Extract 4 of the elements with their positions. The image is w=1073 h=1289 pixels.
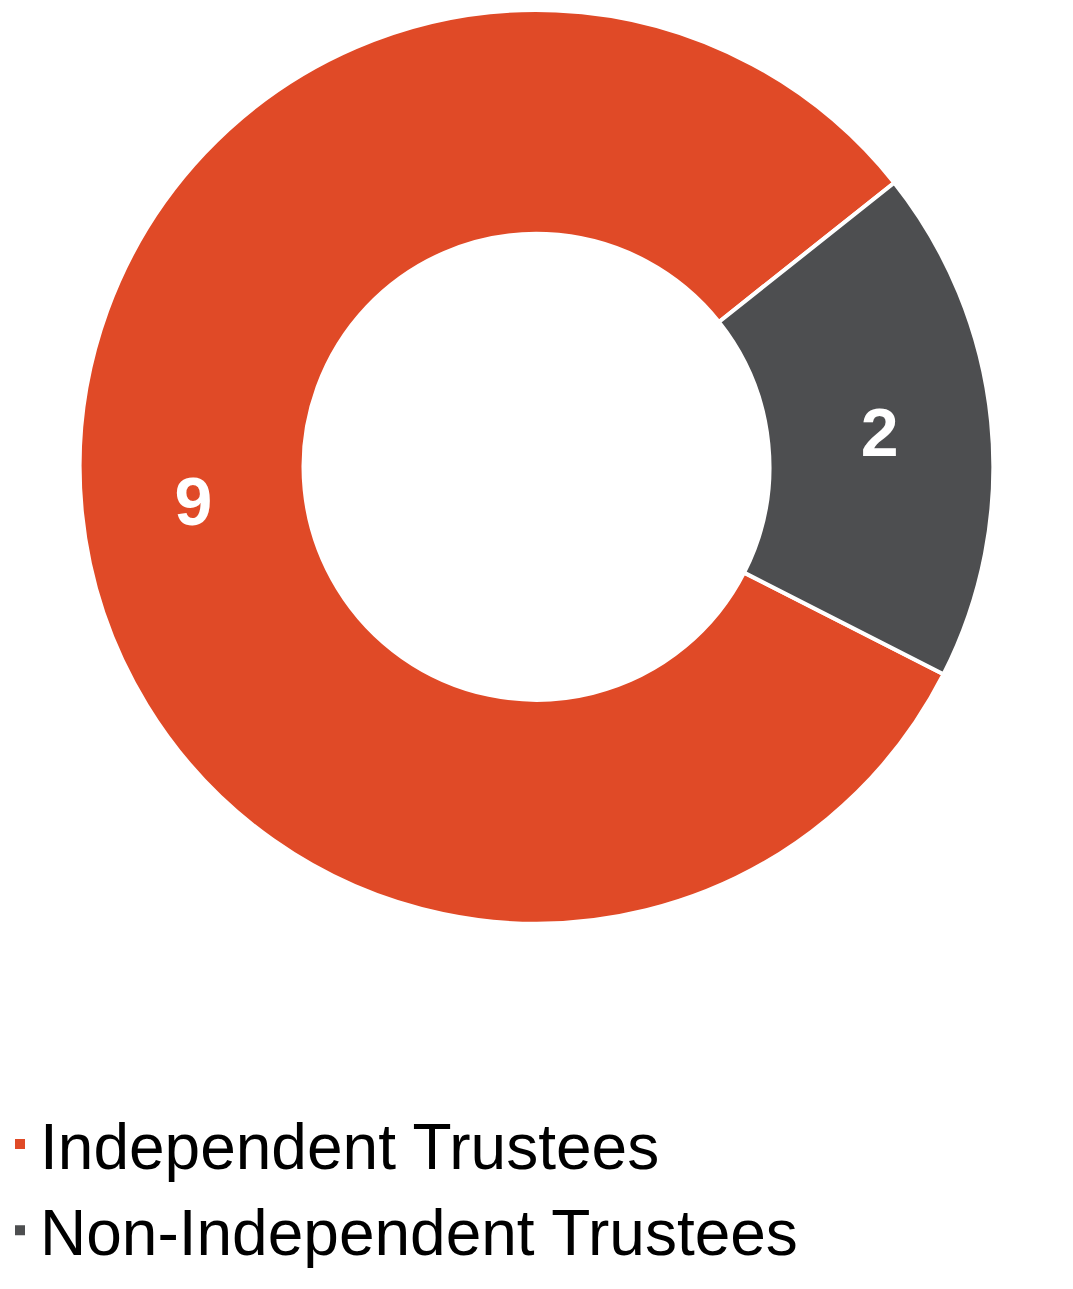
legend-label: Non-Independent Trustees — [40, 1197, 798, 1270]
data-label: 2 — [860, 394, 899, 471]
legend-label: Independent Trustees — [40, 1111, 660, 1184]
data-label: 9 — [174, 463, 213, 540]
